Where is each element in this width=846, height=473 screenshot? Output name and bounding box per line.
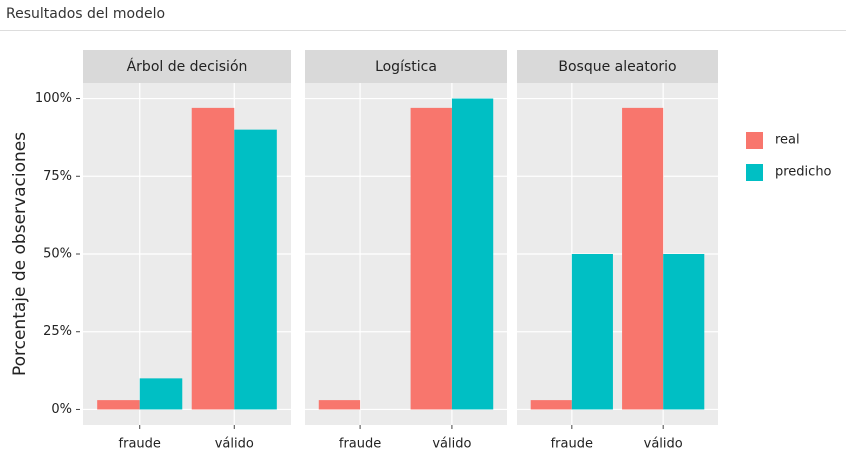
y-tick-label: 50%	[43, 247, 72, 262]
bar	[191, 107, 235, 410]
divider	[0, 30, 846, 31]
bar	[318, 400, 361, 410]
y-axis-title: Porcentaje de observaciones	[10, 132, 30, 376]
y-tick-label: 25%	[43, 324, 72, 339]
y-tick-label: 0%	[51, 402, 72, 417]
x-tick-label: válido	[644, 437, 683, 452]
x-tick-label: fraude	[551, 437, 593, 452]
bar	[571, 254, 613, 410]
bar	[97, 400, 140, 410]
bar	[622, 107, 664, 410]
legend-key	[746, 132, 763, 149]
x-tick-label: fraude	[119, 437, 161, 452]
facet-title: Bosque aleatorio	[558, 59, 676, 75]
legend-label: predicho	[775, 165, 832, 180]
x-tick-label: fraude	[339, 437, 381, 452]
bar	[234, 129, 277, 410]
facet-title: Logística	[375, 59, 437, 75]
panel-title: Resultados del modelo	[6, 6, 166, 22]
y-tick-label: 100%	[35, 91, 72, 106]
strip	[83, 50, 291, 83]
bar	[139, 378, 183, 410]
bar	[663, 254, 705, 410]
bar	[530, 400, 572, 410]
legend-label: real	[775, 133, 800, 148]
strip	[517, 50, 718, 83]
y-tick-label: 75%	[43, 169, 72, 184]
x-tick-label: válido	[432, 437, 471, 452]
bar	[410, 107, 452, 410]
strip	[305, 50, 507, 83]
facet-title: Árbol de decisión	[127, 58, 248, 75]
legend-key	[746, 164, 763, 181]
bar	[451, 98, 494, 410]
x-tick-label: válido	[215, 437, 254, 452]
